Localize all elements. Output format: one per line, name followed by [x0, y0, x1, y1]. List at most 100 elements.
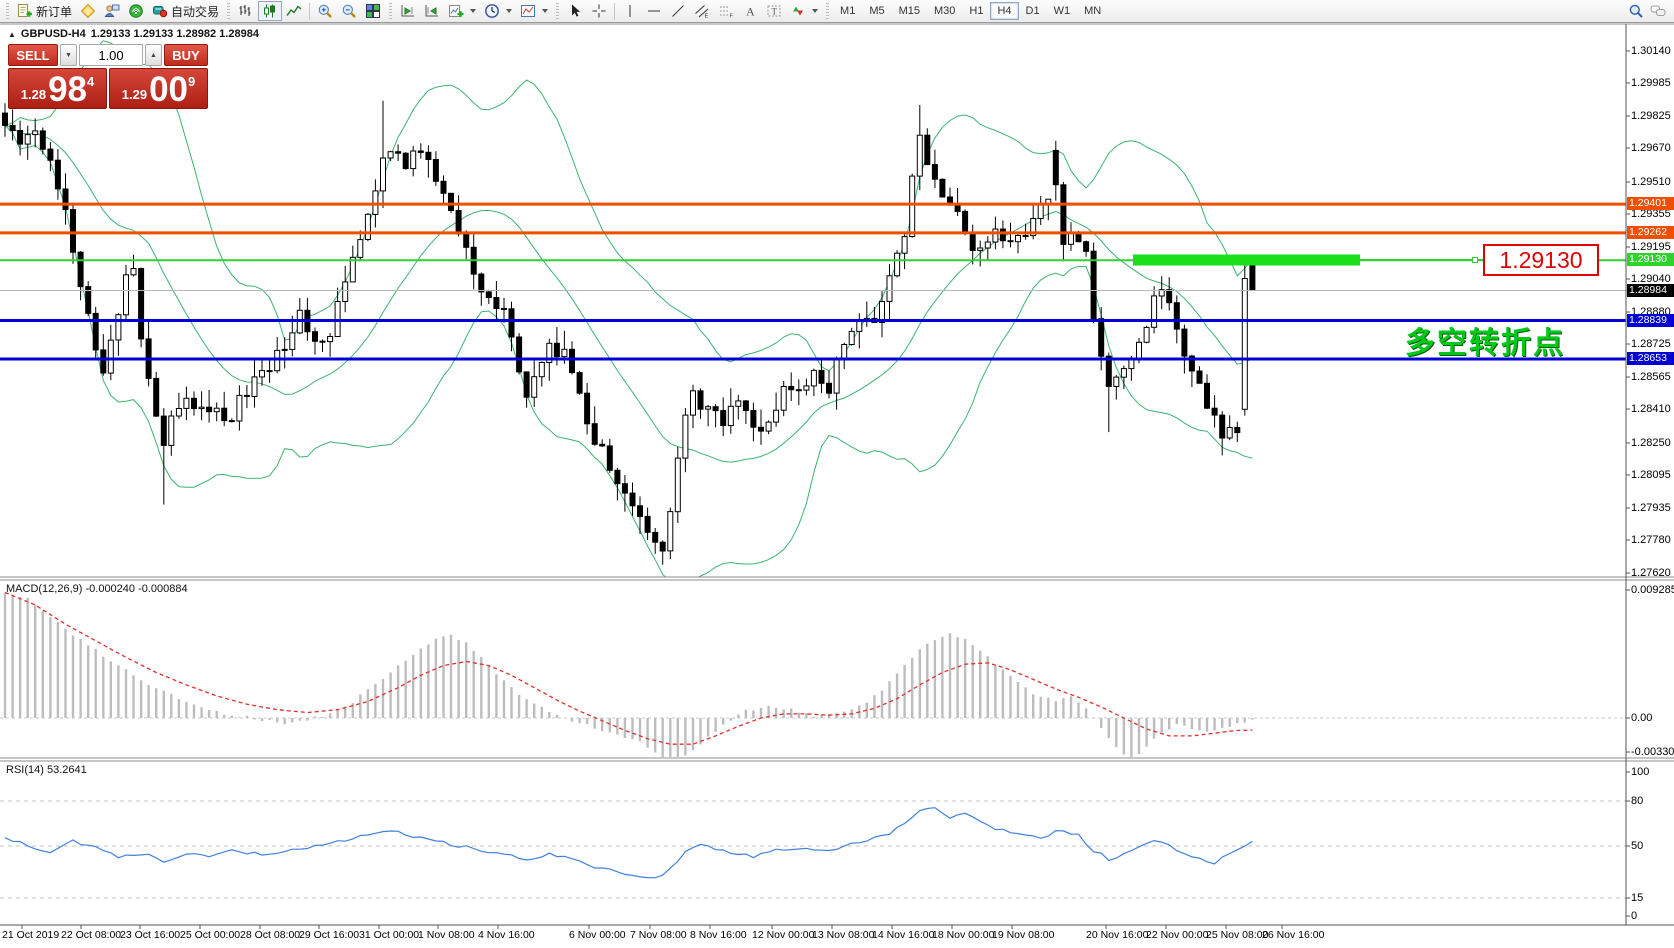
bar-chart-button[interactable] [234, 1, 258, 21]
chart-region[interactable]: ▲ GBPUSD-H4 1.29133 1.29133 1.28982 1.28… [0, 23, 1674, 948]
timeframe-mn-button[interactable]: MN [1077, 2, 1108, 20]
price-level-badge: 1.28653 [1627, 352, 1674, 365]
timeframe-d1-button[interactable]: D1 [1019, 2, 1047, 20]
zoom-in-button[interactable] [313, 1, 337, 21]
toolbar-grip[interactable] [227, 3, 231, 19]
autotrade-button[interactable]: 自动交易 [148, 1, 223, 21]
time-axis-tick: 13 Nov 08:00 [812, 929, 875, 941]
candle-body [175, 408, 182, 417]
rsi-panel[interactable] [0, 800, 1626, 899]
toolbar-grip[interactable] [556, 3, 560, 19]
candle-body [183, 397, 190, 409]
candle-body [485, 291, 492, 298]
candle-body [395, 151, 402, 154]
horizontal-line-tool-button[interactable] [642, 1, 666, 21]
arrows-tool-button[interactable] [786, 1, 822, 21]
volume-increase-button[interactable]: ▲ [145, 44, 162, 66]
candle-body [281, 348, 288, 351]
svg-text:E: E [705, 14, 709, 20]
text-tool-button[interactable]: A [738, 1, 762, 21]
equidistant-channel-tool-button[interactable]: E [690, 1, 714, 21]
price-axis-tick: 1.28565 [1631, 371, 1671, 384]
fibonacci-tool-button[interactable]: F [714, 1, 738, 21]
object-handle[interactable] [1472, 257, 1478, 263]
candle-body [826, 382, 832, 394]
time-axis-tick: 19 Nov 08:00 [992, 929, 1055, 941]
candle-body [1241, 278, 1248, 410]
chart-template-button[interactable] [516, 1, 552, 21]
cursor-tool-button[interactable] [563, 1, 587, 21]
auto-scroll-button[interactable] [420, 1, 444, 21]
candle-body [765, 421, 772, 432]
timeframe-h1-button[interactable]: H1 [962, 2, 990, 20]
volume-input[interactable] [79, 44, 143, 66]
buy-button[interactable]: BUY [164, 44, 208, 66]
timeframe-m5-button[interactable]: M5 [862, 2, 891, 20]
candle-body [984, 241, 991, 249]
macd-panel[interactable] [0, 591, 1626, 762]
main-price-panel[interactable] [0, 40, 1626, 583]
candle-body [1173, 302, 1180, 330]
timeframe-m30-button[interactable]: M30 [927, 2, 962, 20]
sell-price-button[interactable]: 1.28 98 4 [8, 68, 107, 109]
candle-body [1015, 235, 1021, 243]
candle-body [886, 275, 893, 302]
profiles-icon [104, 4, 120, 17]
candle-body [773, 409, 780, 423]
candle-body [1030, 218, 1037, 237]
tile-windows-button[interactable] [361, 1, 385, 21]
trendline-icon [672, 5, 684, 17]
profiles-button[interactable] [100, 1, 124, 21]
candle-body [1090, 250, 1097, 320]
price-level-badge: 1.29130 [1627, 253, 1674, 267]
turning-point-note[interactable]: 多空转折点 [1405, 327, 1565, 360]
timeframe-m1-button[interactable]: M1 [833, 2, 862, 20]
arrows-icon [793, 6, 804, 16]
toolbar-grip[interactable] [826, 3, 830, 19]
new-order-button[interactable]: 新订单 [13, 1, 76, 21]
volume-decrease-button[interactable]: ▼ [60, 44, 77, 66]
time-axis-tick: 21 Oct 2019 [2, 929, 60, 941]
bollinger-lower-band [4, 125, 1253, 577]
add-indicator-button[interactable] [444, 1, 480, 21]
candle-body [659, 541, 666, 552]
chart-shift-button[interactable] [396, 1, 420, 21]
zoom-out-button[interactable] [337, 1, 361, 21]
candlestick-chart-button[interactable] [258, 1, 283, 21]
candle-body [410, 150, 417, 170]
toolbar-separator [614, 2, 616, 20]
candle-body [236, 394, 243, 422]
rsi-axis-tick: 15 [1631, 892, 1644, 904]
period-selector-button[interactable] [480, 1, 516, 21]
candle-body [123, 274, 129, 316]
candle-body [810, 369, 817, 387]
candle-body [848, 330, 855, 345]
sell-button[interactable]: SELL [8, 44, 58, 66]
crosshair-tool-button[interactable] [587, 1, 611, 21]
signal-button[interactable] [124, 1, 148, 21]
candle-body [312, 331, 318, 342]
collapse-panel-icon[interactable]: ▲ [8, 29, 16, 39]
candle-body [380, 157, 386, 192]
trendline-tool-button[interactable] [666, 1, 690, 21]
highlight-bar[interactable] [1133, 254, 1360, 266]
candle-body [259, 370, 265, 378]
candle-body [803, 385, 810, 391]
buy-price-button[interactable]: 1.29 00 9 [109, 68, 208, 109]
candle-body [508, 308, 515, 338]
toolbar-grip[interactable] [6, 3, 9, 19]
search-icon[interactable] [1628, 3, 1644, 19]
timeframe-w1-button[interactable]: W1 [1047, 2, 1078, 20]
toolbar-grip[interactable] [389, 3, 393, 19]
market-watch-button[interactable] [76, 1, 100, 21]
timeframe-h4-button[interactable]: H4 [990, 2, 1019, 20]
timeframe-m15-button[interactable]: M15 [892, 2, 927, 20]
macd-axis-tick: 0.00 [1631, 712, 1653, 724]
price-tag-label[interactable]: 1.29130 [1483, 244, 1599, 276]
price-axis-tick: 1.29355 [1631, 207, 1671, 220]
vertical-line-tool-button[interactable] [618, 1, 642, 21]
line-chart-button[interactable] [282, 1, 306, 21]
text-label-tool-button[interactable]: T [762, 1, 786, 21]
chat-icon[interactable] [1650, 3, 1666, 19]
